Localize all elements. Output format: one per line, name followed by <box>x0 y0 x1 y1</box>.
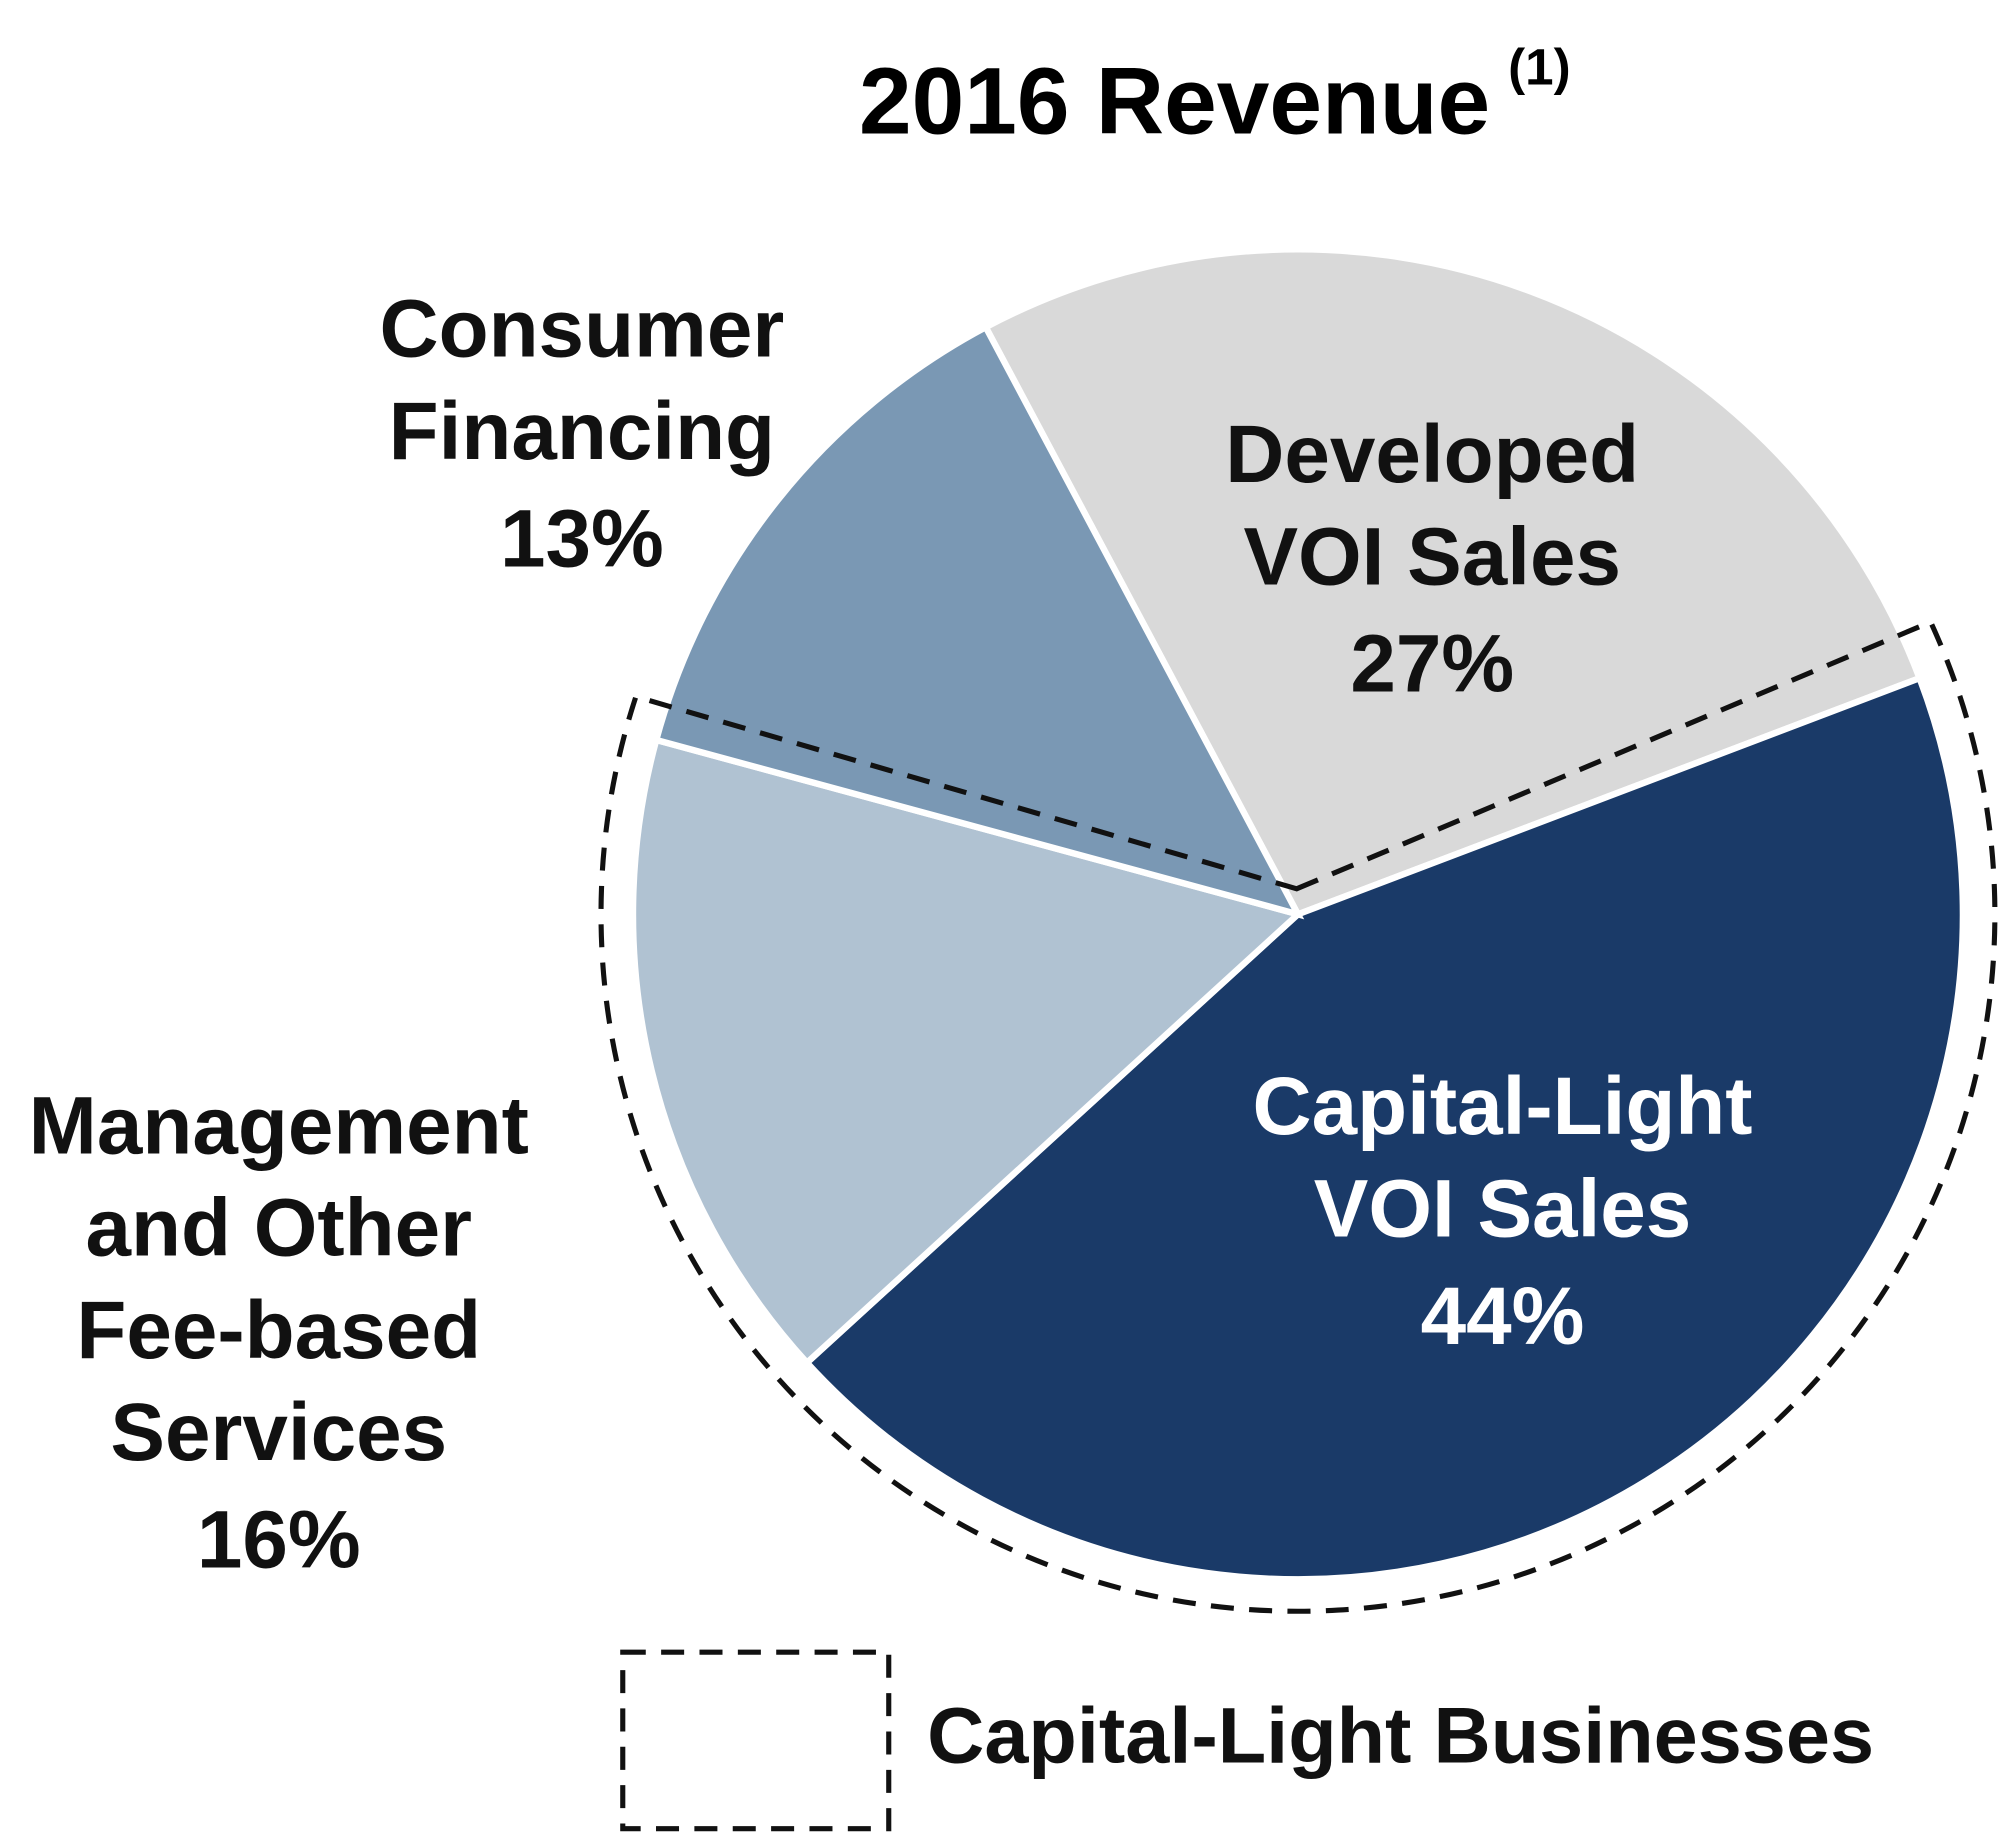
slice-label: VOI Sales <box>1314 1163 1692 1254</box>
value-label: 16% <box>197 1495 361 1586</box>
pie-slice <box>802 674 1967 1583</box>
slice-label: Capital-Light <box>1253 1061 1753 1152</box>
chart-title: 2016 Revenue (1) <box>859 38 1571 155</box>
title-note: (1) <box>1508 38 1571 95</box>
legend-box <box>620 1649 892 1832</box>
pie-slice <box>652 322 1305 920</box>
pie-slice <box>981 246 1924 919</box>
slice-label: Management <box>29 1080 529 1171</box>
slice-label: VOI Sales <box>1243 511 1621 602</box>
slice-label: Financing <box>389 386 775 477</box>
legend-label: Capital-Light Businesses <box>927 1691 1874 1780</box>
slice-label: Consumer <box>380 284 785 375</box>
slice-label: Fee-based <box>76 1285 481 1376</box>
value-label: 13% <box>500 493 664 584</box>
title-text: 2016 Revenue <box>859 49 1490 155</box>
value-label: 44% <box>1421 1271 1585 1362</box>
slice-label: and Other <box>86 1183 472 1274</box>
group-outline <box>598 618 1998 1614</box>
slice-label: Developed <box>1225 409 1639 500</box>
slice-label: Services <box>110 1387 447 1478</box>
pie-slice <box>629 736 1305 1368</box>
value-label: 27% <box>1350 619 1514 710</box>
